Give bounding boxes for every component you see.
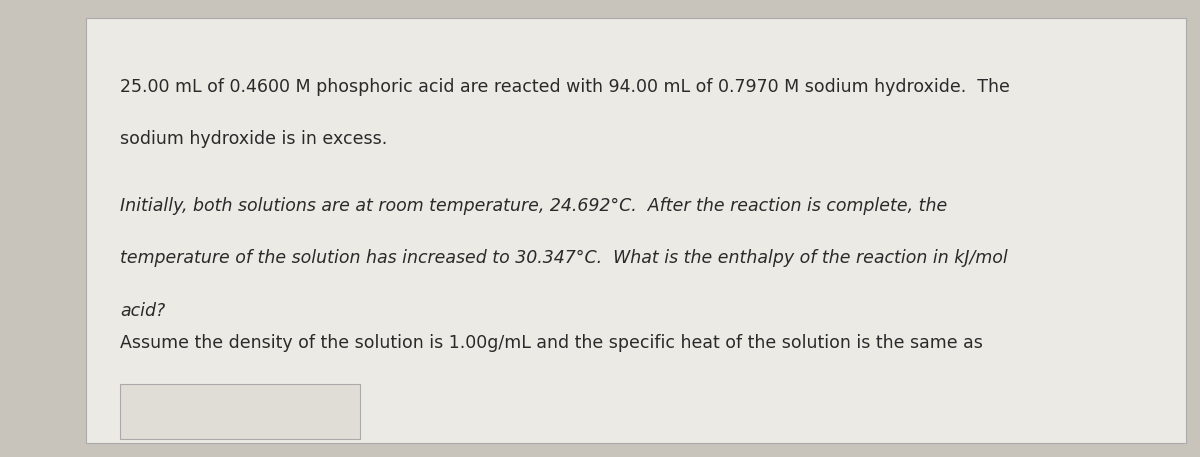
Text: acid?: acid? <box>120 302 166 319</box>
Text: Initially, both solutions are at room temperature, 24.692°C.  After the reaction: Initially, both solutions are at room te… <box>120 197 947 214</box>
Bar <box>120 384 360 439</box>
Text: water (4.184 J/g·K).: water (4.184 J/g·K). <box>120 386 288 404</box>
Text: 25.00 mL of 0.4600 M phosphoric acid are reacted with 94.00 mL of 0.7970 M sodiu: 25.00 mL of 0.4600 M phosphoric acid are… <box>120 78 1010 96</box>
Text: Assume the density of the solution is 1.00g/mL and the specific heat of the solu: Assume the density of the solution is 1.… <box>120 334 983 351</box>
Text: sodium hydroxide is in excess.: sodium hydroxide is in excess. <box>120 130 388 148</box>
Text: temperature of the solution has increased to 30.347°C.  What is the enthalpy of : temperature of the solution has increase… <box>120 249 1008 267</box>
